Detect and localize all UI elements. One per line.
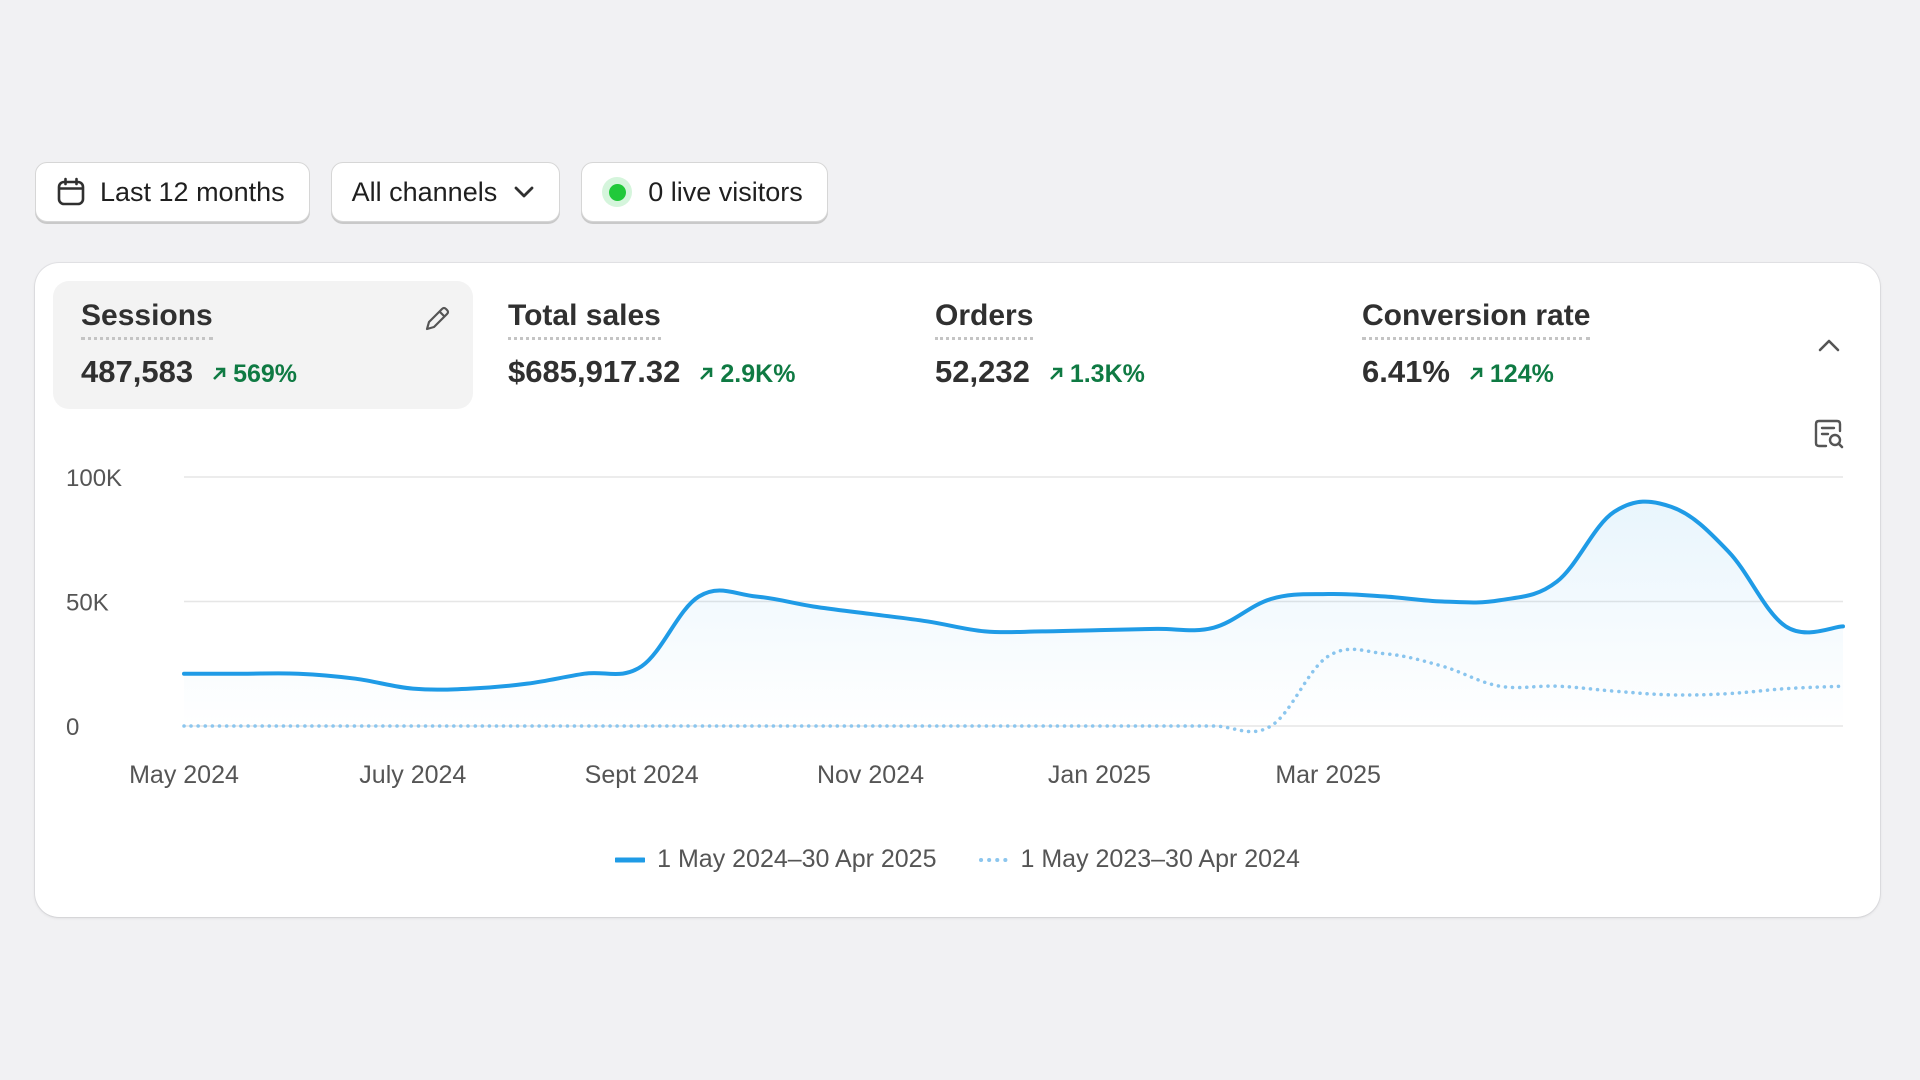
metric-label: Orders xyxy=(935,299,1034,340)
legend-solid-swatch xyxy=(615,857,646,862)
metric-value: 52,232 xyxy=(935,354,1030,389)
sessions-line-chart: 100K 50K 0 May 2024 July 2024 Sept 2024 Nov 20… xyxy=(66,465,1845,789)
metric-label: Total sales xyxy=(508,299,661,340)
chart-legend: 1 May 2024–30 Apr 2025 1 May 2023–30 Apr… xyxy=(35,845,1880,874)
metric-orders[interactable]: Orders 52,232 1.3K% xyxy=(907,281,1327,409)
legend-item-comparison[interactable]: 1 May 2023–30 Apr 2024 xyxy=(978,845,1300,874)
current-series-line xyxy=(182,499,1845,692)
analytics-card: Sessions 487,583 569% Total sales $685,9… xyxy=(35,263,1880,917)
date-range-button[interactable]: Last 12 months xyxy=(35,162,310,222)
arrow-up-right-icon xyxy=(1469,367,1483,380)
x-tick-label: Sept 2024 xyxy=(585,761,699,789)
metric-value: 487,583 xyxy=(81,354,194,389)
chart-search-icon[interactable] xyxy=(1812,417,1846,456)
channels-label: All channels xyxy=(351,176,498,207)
filter-toolbar: Last 12 months All channels 0 live visit… xyxy=(35,162,828,222)
metric-delta: 2.9K% xyxy=(698,360,795,389)
arrow-up-right-icon xyxy=(1049,367,1063,380)
chevron-down-icon xyxy=(513,181,535,203)
metric-delta: 124% xyxy=(1468,360,1554,389)
current-series-area xyxy=(184,501,1843,726)
arrow-up-right-icon xyxy=(213,367,226,380)
legend-dotted-swatch xyxy=(978,857,1009,862)
legend-label: 1 May 2024–30 Apr 2025 xyxy=(657,845,937,873)
arrow-up-right-icon xyxy=(700,367,713,380)
x-tick-label: Nov 2024 xyxy=(817,761,924,789)
calendar-icon xyxy=(56,177,86,207)
metric-delta: 569% xyxy=(211,360,297,389)
live-indicator-icon xyxy=(602,177,633,207)
x-tick-label: May 2024 xyxy=(129,761,239,789)
live-visitors-button[interactable]: 0 live visitors xyxy=(581,162,828,222)
x-tick-label: Jan 2025 xyxy=(1048,761,1151,789)
pencil-icon[interactable] xyxy=(421,303,453,340)
y-tick-label: 0 xyxy=(66,714,79,741)
chevron-up-icon[interactable] xyxy=(1816,333,1842,364)
legend-label: 1 May 2023–30 Apr 2024 xyxy=(1020,845,1300,873)
channels-dropdown[interactable]: All channels xyxy=(330,162,561,222)
metric-label: Conversion rate xyxy=(1362,299,1591,340)
x-tick-label: July 2024 xyxy=(359,761,466,789)
metric-sessions[interactable]: Sessions 487,583 569% xyxy=(53,281,473,409)
y-tick-label: 50K xyxy=(66,590,109,617)
legend-item-current[interactable]: 1 May 2024–30 Apr 2025 xyxy=(615,845,937,874)
metric-total-sales[interactable]: Total sales $685,917.32 2.9K% xyxy=(480,281,900,409)
metric-value: $685,917.32 xyxy=(508,354,681,389)
x-tick-label: Mar 2025 xyxy=(1275,761,1381,789)
metric-conversion-rate[interactable]: Conversion rate 6.41% 124% xyxy=(1334,281,1754,409)
metric-delta: 1.3K% xyxy=(1048,360,1145,389)
metric-value: 6.41% xyxy=(1362,354,1450,389)
y-tick-label: 100K xyxy=(66,465,122,492)
live-visitors-label: 0 live visitors xyxy=(648,176,803,207)
date-range-label: Last 12 months xyxy=(100,176,285,207)
metric-label: Sessions xyxy=(81,299,213,340)
